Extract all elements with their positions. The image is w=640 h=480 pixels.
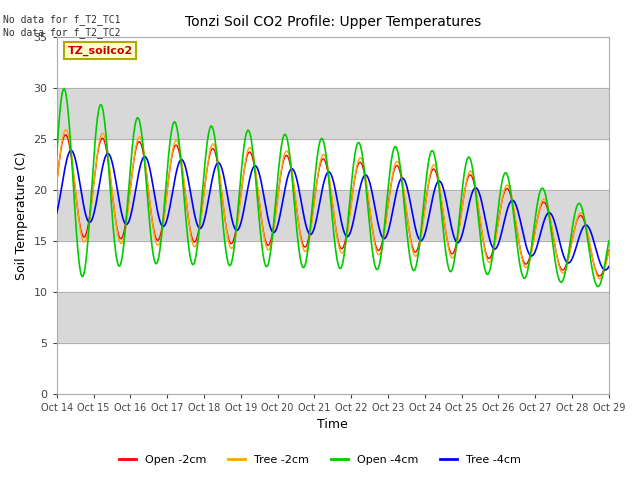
X-axis label: Time: Time bbox=[317, 419, 348, 432]
Text: TZ_soilco2: TZ_soilco2 bbox=[68, 45, 133, 56]
Title: Tonzi Soil CO2 Profile: Upper Temperatures: Tonzi Soil CO2 Profile: Upper Temperatur… bbox=[184, 15, 481, 29]
Bar bbox=[57, 88, 609, 139]
Text: No data for f_T2_TC1
No data for f_T2_TC2: No data for f_T2_TC1 No data for f_T2_TC… bbox=[3, 14, 121, 38]
Bar bbox=[57, 292, 609, 343]
Bar bbox=[57, 190, 609, 241]
Y-axis label: Soil Temperature (C): Soil Temperature (C) bbox=[15, 151, 28, 280]
Legend: Open -2cm, Tree -2cm, Open -4cm, Tree -4cm: Open -2cm, Tree -2cm, Open -4cm, Tree -4… bbox=[115, 451, 525, 469]
